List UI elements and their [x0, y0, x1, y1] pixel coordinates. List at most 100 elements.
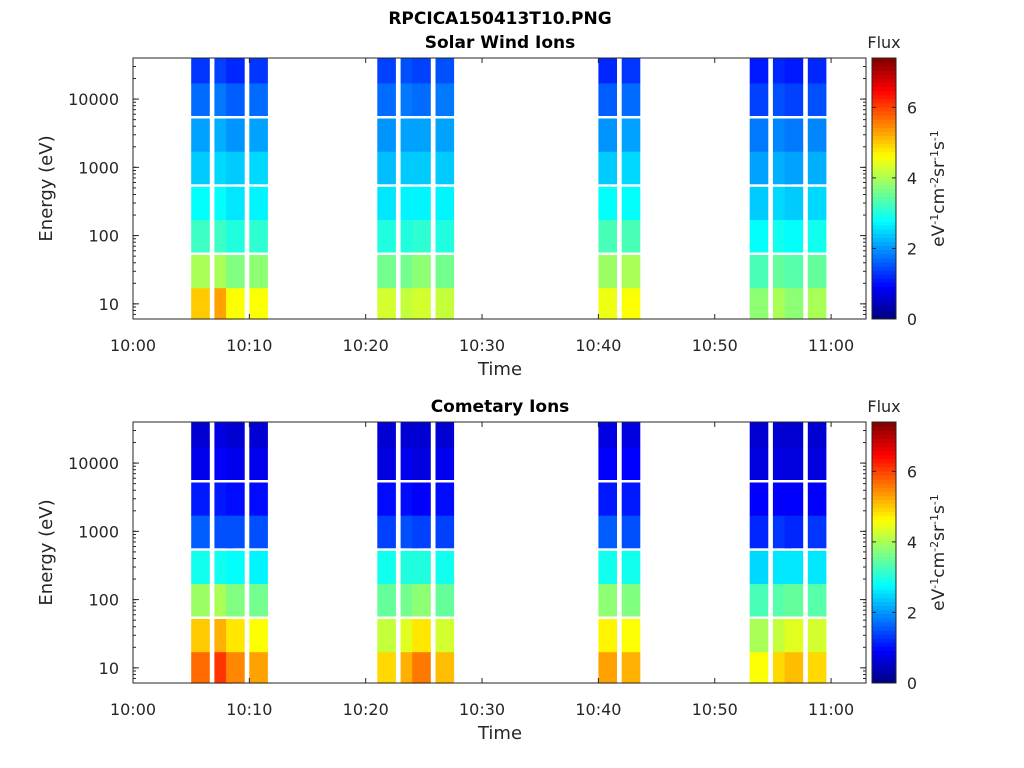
heatmap-cell: [377, 82, 396, 116]
heatmap-cell: [784, 58, 804, 84]
heatmap-cell: [191, 58, 210, 84]
heatmap-cell: [807, 118, 827, 152]
colorbar-frame: [871, 421, 897, 684]
colorbar-swatch: [872, 617, 896, 623]
x-axis-label: Time: [477, 359, 522, 380]
heatmap-cell: [249, 287, 268, 320]
colorbar-swatch: [872, 511, 896, 517]
colorbar-tick-label: 2: [907, 239, 917, 258]
colorbar-swatch: [872, 123, 896, 128]
heatmap-cell: [598, 550, 617, 584]
heatmap-cell: [784, 186, 804, 220]
heatmap-cell: [598, 583, 617, 617]
heatmap-cell: [249, 583, 268, 617]
colorbar-tick-label: 6: [907, 98, 917, 117]
heatmap-cell: [377, 619, 396, 653]
x-tick-label: 10:20: [343, 336, 389, 355]
heatmap-cell: [249, 422, 268, 448]
heatmap-cell: [226, 255, 245, 289]
colorbar-swatch: [872, 625, 896, 631]
colorbar-swatch: [872, 642, 896, 647]
colorbar-swatch: [872, 74, 896, 79]
heatmap-cell: [412, 422, 431, 448]
heatmap-cell: [621, 446, 641, 480]
colorbar-swatch: [872, 560, 896, 566]
heatmap-cell: [226, 550, 245, 584]
heatmap-cell: [412, 550, 431, 584]
heatmap-cells: [191, 58, 827, 320]
colorbar-swatch: [872, 678, 896, 684]
plot-frame: [132, 57, 867, 320]
heatmap-cell: [621, 82, 641, 116]
colorbar-swatch: [872, 119, 896, 124]
heatmap-cell: [807, 82, 827, 116]
heatmap-cell: [784, 82, 804, 116]
heatmap-cell: [435, 151, 455, 185]
colorbar-swatch: [872, 499, 896, 505]
colorbar-swatch: [872, 155, 896, 161]
heatmap-cell: [749, 219, 769, 253]
colorbar-swatch: [872, 581, 896, 586]
panels: 10:00 10:10 10:20 10:30 10:40 10:50 11:0010100…: [36, 33, 949, 744]
colorbar-swatch: [872, 540, 896, 545]
heatmap-cell: [621, 186, 641, 220]
colorbar-tick-label: 6: [907, 462, 917, 481]
colorbar-swatch: [872, 483, 896, 488]
x-tick-label: 10:40: [575, 700, 621, 719]
heatmap-cell: [784, 583, 804, 617]
x-tick-label: 10:10: [226, 700, 272, 719]
heatmap-cell: [435, 186, 455, 220]
colorbar-swatch: [872, 454, 896, 460]
heatmap-cell: [249, 446, 268, 480]
colorbar-swatch: [872, 422, 896, 427]
colorbar-swatch: [872, 446, 896, 452]
heatmap-cell: [807, 186, 827, 220]
colorbar-swatch: [872, 98, 896, 104]
heatmap-cell: [377, 583, 396, 617]
heatmap-cell: [412, 186, 431, 220]
panel-title: Solar Wind Ions: [425, 33, 576, 53]
heatmap-cell: [377, 219, 396, 253]
heatmap-cell: [784, 422, 804, 448]
colorbar-tick-label: 4: [907, 533, 917, 552]
colorbar-swatch: [872, 290, 896, 296]
heatmap-cell: [598, 186, 617, 220]
heatmap-cell: [412, 619, 431, 653]
heatmap-cell: [226, 287, 245, 320]
colorbar-swatch: [872, 184, 896, 189]
colorbar-swatch: [872, 430, 896, 435]
heatmap-cell: [249, 482, 268, 516]
heatmap-cell: [598, 287, 617, 320]
heatmap-cell: [598, 82, 617, 116]
colorbar-swatch: [872, 475, 896, 480]
heatmap-cell: [249, 186, 268, 220]
heatmap-cell: [226, 58, 245, 84]
y-tick-label: 100: [88, 227, 119, 246]
colorbar-swatch: [872, 147, 896, 153]
heatmap-cell: [412, 82, 431, 116]
colorbar-swatch: [872, 670, 896, 676]
colorbar-swatch: [872, 666, 896, 672]
colorbar-swatch: [872, 646, 896, 651]
colorbar-swatch: [872, 507, 896, 513]
heatmap-cell: [749, 422, 769, 448]
heatmap-cell: [226, 82, 245, 116]
x-tick-label: 11:00: [808, 700, 854, 719]
panel-title: Cometary Ions: [431, 397, 570, 417]
heatmap-cell: [598, 151, 617, 185]
colorbar-swatch: [872, 572, 896, 578]
x-tick-label: 10:50: [692, 700, 738, 719]
colorbar-swatch: [872, 282, 896, 287]
heatmap-cell: [191, 219, 210, 253]
colorbar-swatch: [872, 233, 896, 238]
x-tick-label: 10:00: [110, 336, 156, 355]
colorbar-swatch: [872, 151, 896, 157]
y-tick-label: 100: [88, 591, 119, 610]
heatmap-cell: [191, 255, 210, 289]
colorbar-swatch: [872, 515, 896, 521]
heatmap-cell: [598, 58, 617, 84]
heatmap-cell: [749, 515, 769, 549]
colorbar-swatch: [872, 127, 896, 132]
colorbar-swatch: [872, 221, 896, 226]
colorbar-swatch: [872, 593, 896, 598]
